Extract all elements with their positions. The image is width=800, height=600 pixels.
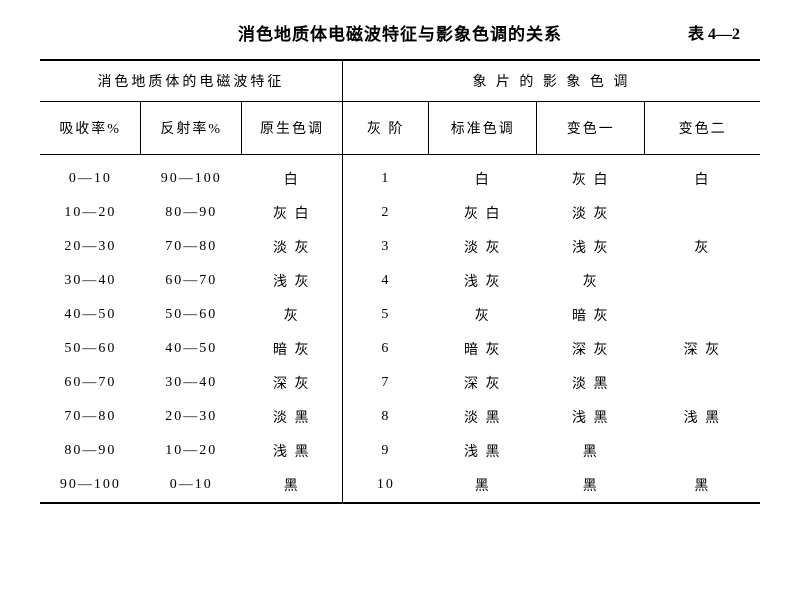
table-cell: 灰 白: [537, 155, 645, 197]
table-cell: 淡 灰: [242, 230, 343, 264]
table-cell: 浅 黑: [537, 400, 645, 434]
table-cell: 深 灰: [645, 332, 760, 366]
table-cell: 黑: [645, 468, 760, 503]
table-cell: 40—50: [40, 298, 141, 332]
table-row: 30—4060—70浅 灰4浅 灰灰: [40, 264, 760, 298]
table-row: 80—9010—20浅 黑9浅 黑黑: [40, 434, 760, 468]
table-cell: 灰: [645, 230, 760, 264]
table-cell: 淡 灰: [537, 196, 645, 230]
table-cell: 白: [242, 155, 343, 197]
table-cell: 8: [342, 400, 428, 434]
table-cell: 黑: [429, 468, 537, 503]
table-cell: 淡 灰: [429, 230, 537, 264]
table-cell: 深 灰: [537, 332, 645, 366]
table-cell: 20—30: [141, 400, 242, 434]
table-row: 70—8020—30淡 黑8淡 黑浅 黑浅 黑: [40, 400, 760, 434]
table-cell: 6: [342, 332, 428, 366]
table-cell: 浅 黑: [242, 434, 343, 468]
table-cell: 50—60: [141, 298, 242, 332]
table-cell: 60—70: [141, 264, 242, 298]
table-cell: 白: [429, 155, 537, 197]
table-row: 60—7030—40深 灰7深 灰淡 黑: [40, 366, 760, 400]
table-number: 表 4—2: [688, 20, 740, 44]
table-cell: 0—10: [141, 468, 242, 503]
table-cell: 灰 白: [429, 196, 537, 230]
table-cell: 0—10: [40, 155, 141, 197]
table-cell: [645, 366, 760, 400]
data-table: 消色地质体的电磁波特征 象 片 的 影 象 色 调 吸收率% 反射率% 原生色调…: [40, 59, 760, 504]
table-cell: 80—90: [141, 196, 242, 230]
col-reflect: 反射率%: [141, 102, 242, 155]
table-cell: 浅 灰: [429, 264, 537, 298]
col-std-tone: 标准色调: [429, 102, 537, 155]
table-cell: 浅 黑: [429, 434, 537, 468]
table-row: 0—1090—100白1白灰 白白: [40, 155, 760, 197]
table-cell: 1: [342, 155, 428, 197]
table-cell: 浅 黑: [645, 400, 760, 434]
table-cell: 5: [342, 298, 428, 332]
col-var2: 变色二: [645, 102, 760, 155]
table-cell: 30—40: [141, 366, 242, 400]
table-cell: 30—40: [40, 264, 141, 298]
table-cell: 70—80: [141, 230, 242, 264]
table-cell: 灰: [429, 298, 537, 332]
table-cell: 暗 灰: [537, 298, 645, 332]
group-header-left: 消色地质体的电磁波特征: [40, 60, 342, 102]
table-body: 0—1090—100白1白灰 白白10—2080—90灰 白2灰 白淡 灰20—…: [40, 155, 760, 504]
table-cell: 40—50: [141, 332, 242, 366]
table-cell: 暗 灰: [429, 332, 537, 366]
table-cell: 灰: [537, 264, 645, 298]
table-row: 10—2080—90灰 白2灰 白淡 灰: [40, 196, 760, 230]
table-cell: 黑: [242, 468, 343, 503]
table-cell: 9: [342, 434, 428, 468]
table-cell: 灰 白: [242, 196, 343, 230]
table-cell: [645, 264, 760, 298]
table-cell: 黑: [537, 468, 645, 503]
table-cell: 3: [342, 230, 428, 264]
table-cell: 90—100: [40, 468, 141, 503]
table-cell: 10—20: [40, 196, 141, 230]
table-cell: 50—60: [40, 332, 141, 366]
table-row: 50—6040—50暗 灰6暗 灰深 灰深 灰: [40, 332, 760, 366]
table-cell: 淡 黑: [429, 400, 537, 434]
table-cell: 深 灰: [429, 366, 537, 400]
table-cell: 2: [342, 196, 428, 230]
page-title: 消色地质体电磁波特征与影象色调的关系: [238, 20, 562, 45]
table-cell: 20—30: [40, 230, 141, 264]
table-cell: [645, 434, 760, 468]
table-cell: 浅 灰: [537, 230, 645, 264]
table-cell: 灰: [242, 298, 343, 332]
table-row: 90—1000—10黑10黑黑黑: [40, 468, 760, 503]
table-cell: 70—80: [40, 400, 141, 434]
table-cell: 60—70: [40, 366, 141, 400]
table-cell: 暗 灰: [242, 332, 343, 366]
table-cell: 4: [342, 264, 428, 298]
table-cell: 深 灰: [242, 366, 343, 400]
col-var1: 变色一: [537, 102, 645, 155]
table-cell: 80—90: [40, 434, 141, 468]
col-absorb: 吸收率%: [40, 102, 141, 155]
table-cell: 淡 黑: [242, 400, 343, 434]
col-gray-scale: 灰 阶: [342, 102, 428, 155]
table-row: 40—5050—60灰5灰暗 灰: [40, 298, 760, 332]
table-cell: [645, 196, 760, 230]
table-cell: 90—100: [141, 155, 242, 197]
table-cell: 10—20: [141, 434, 242, 468]
table-cell: [645, 298, 760, 332]
table-cell: 10: [342, 468, 428, 503]
col-orig-tone: 原生色调: [242, 102, 343, 155]
table-cell: 7: [342, 366, 428, 400]
group-header-right: 象 片 的 影 象 色 调: [342, 60, 760, 102]
table-row: 20—3070—80淡 灰3淡 灰浅 灰灰: [40, 230, 760, 264]
table-cell: 白: [645, 155, 760, 197]
table-cell: 浅 灰: [242, 264, 343, 298]
table-cell: 黑: [537, 434, 645, 468]
table-cell: 淡 黑: [537, 366, 645, 400]
